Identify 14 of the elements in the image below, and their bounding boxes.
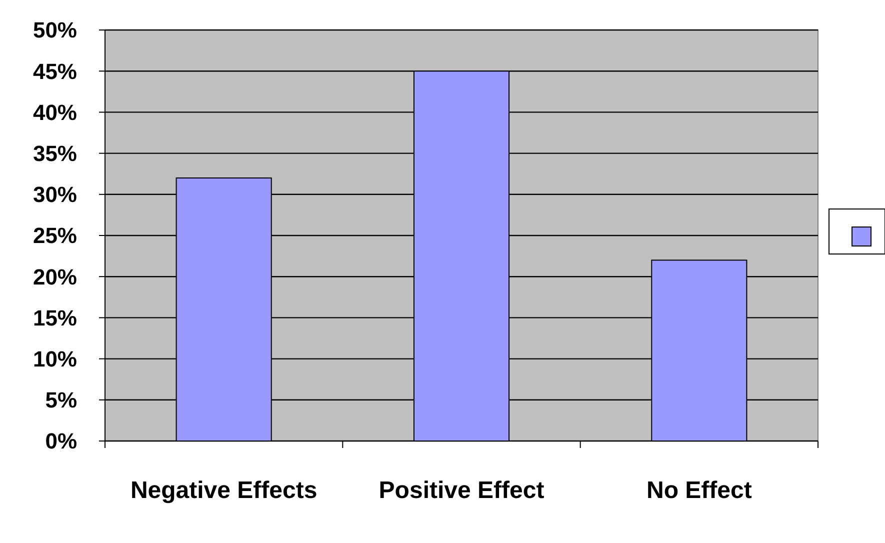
y-tick-label: 50% — [32, 18, 77, 43]
y-tick-label: 15% — [32, 305, 77, 330]
y-tick-label: 40% — [32, 100, 77, 125]
y-tick-label: 35% — [32, 141, 77, 166]
y-tick-label: 25% — [32, 223, 77, 248]
y-tick-label: 10% — [32, 346, 77, 372]
y-tick-label: 0% — [45, 428, 77, 454]
y-tick-label: 30% — [32, 182, 77, 208]
x-tick-label: No Effect — [646, 477, 752, 504]
y-tick-label: 5% — [45, 388, 77, 413]
x-tick-label: Positive Effect — [378, 477, 544, 504]
y-tick-label: 45% — [32, 58, 77, 84]
x-tick-label: Negative Effects — [130, 477, 318, 504]
y-tick-label: 20% — [32, 264, 77, 290]
